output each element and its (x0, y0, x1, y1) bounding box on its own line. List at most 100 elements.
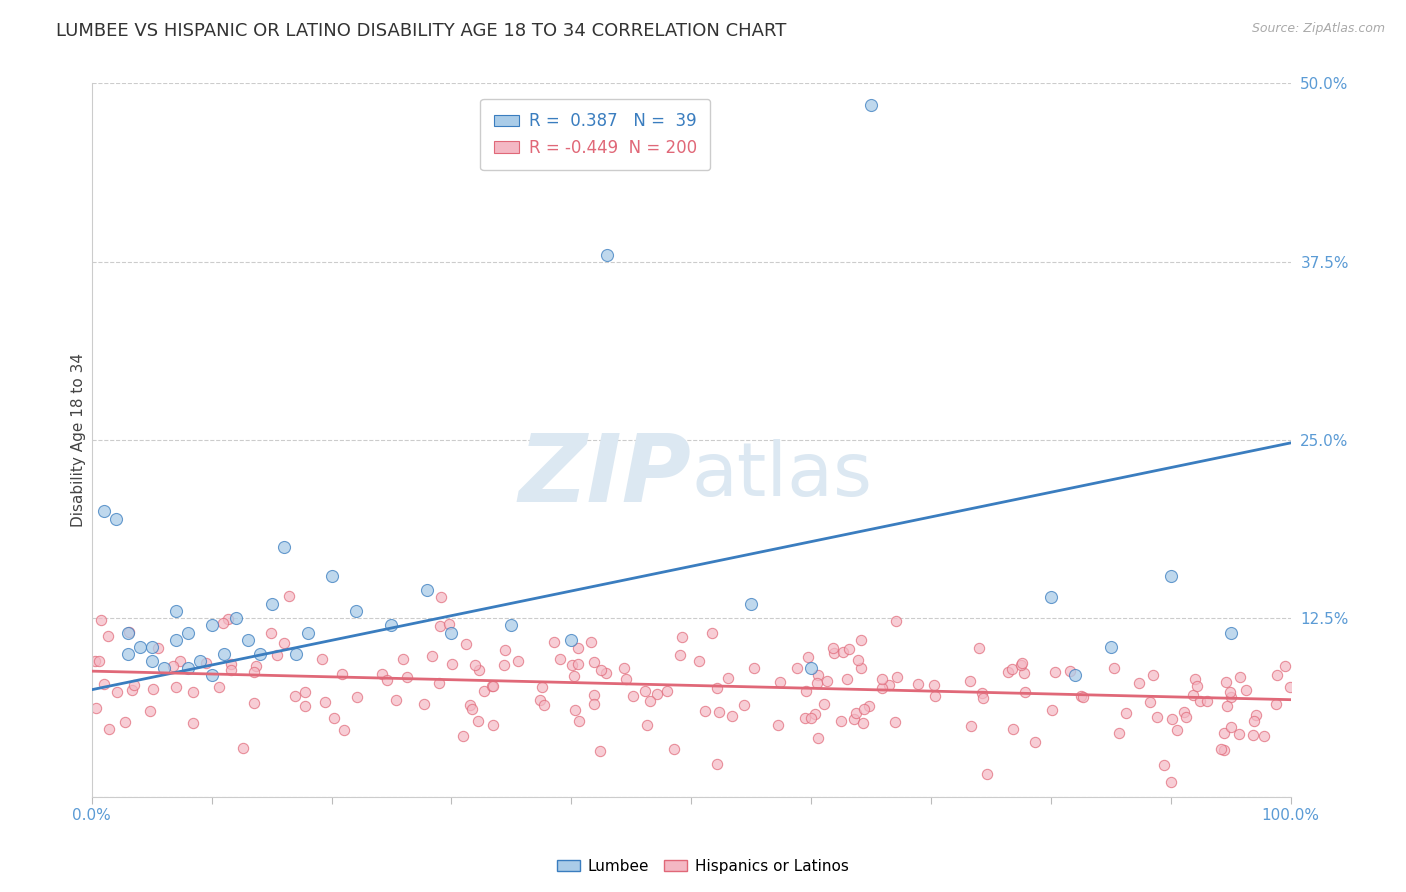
Point (1219, 685, 1241, 699)
Point (122, 677, 145, 691)
Point (236, 632, 259, 647)
Point (786, 661, 808, 675)
Point (657, 684, 679, 698)
Point (800, 711, 823, 725)
Point (219, 663, 242, 677)
Point (997, 665, 1019, 680)
Point (844, 712, 866, 726)
Point (217, 611, 239, 625)
Point (492, 657, 515, 672)
Point (1146, 710, 1168, 724)
Point (766, 718, 789, 732)
Point (1040, 703, 1063, 717)
Point (169, 654, 191, 668)
Point (568, 714, 591, 728)
Point (249, 647, 271, 661)
Point (1070, 689, 1092, 703)
Point (146, 640, 169, 655)
Point (138, 705, 160, 719)
Point (1160, 568, 1182, 582)
Point (128, 640, 150, 654)
Point (645, 687, 668, 701)
Point (579, 635, 602, 649)
Point (1244, 707, 1267, 722)
Point (1115, 706, 1137, 720)
Point (93, 677, 115, 691)
Point (90, 613, 112, 627)
Point (481, 679, 503, 693)
Point (84, 700, 107, 714)
Point (1108, 726, 1130, 740)
Point (1197, 694, 1219, 708)
Point (427, 676, 450, 690)
Point (219, 657, 242, 671)
Point (1173, 705, 1195, 719)
Text: atlas: atlas (692, 439, 872, 512)
Point (872, 681, 894, 696)
Point (567, 657, 589, 671)
Point (1185, 679, 1208, 693)
Point (613, 661, 636, 675)
Point (273, 540, 295, 554)
Point (1241, 728, 1264, 742)
Point (717, 671, 740, 685)
Point (311, 651, 333, 665)
Point (1102, 660, 1125, 674)
Point (621, 689, 644, 703)
Point (567, 640, 589, 655)
Point (595, 665, 617, 680)
Point (1234, 682, 1257, 697)
Point (195, 656, 218, 670)
Point (1253, 729, 1275, 743)
Point (260, 597, 283, 611)
Point (813, 697, 835, 711)
Point (284, 690, 307, 704)
Point (695, 705, 717, 719)
Point (297, 625, 319, 640)
Point (583, 655, 606, 669)
Point (152, 661, 174, 675)
Point (453, 730, 475, 744)
Point (243, 665, 266, 679)
Point (959, 719, 981, 733)
Point (201, 668, 224, 682)
Point (97, 630, 120, 644)
Point (105, 685, 128, 699)
Point (858, 699, 880, 714)
Point (333, 723, 356, 738)
Point (464, 658, 486, 673)
Point (460, 702, 482, 716)
Point (1278, 680, 1301, 694)
Point (706, 757, 728, 772)
Point (849, 633, 872, 648)
Point (1215, 674, 1237, 689)
Point (117, 625, 139, 640)
Point (181, 685, 204, 699)
Point (98, 723, 121, 737)
Point (482, 679, 505, 693)
Point (533, 698, 555, 713)
Point (835, 672, 858, 686)
Point (1153, 758, 1175, 772)
Point (1160, 775, 1182, 789)
Point (870, 672, 893, 686)
Point (212, 647, 235, 661)
Point (494, 643, 516, 657)
Point (1024, 735, 1046, 749)
Point (852, 702, 875, 716)
Point (589, 744, 612, 758)
Point (688, 654, 710, 668)
Point (564, 704, 586, 718)
Point (859, 98, 883, 112)
Y-axis label: Disability Age 18 to 34: Disability Age 18 to 34 (72, 353, 86, 527)
Point (959, 673, 981, 688)
Text: Source: ZipAtlas.com: Source: ZipAtlas.com (1251, 22, 1385, 36)
Point (1215, 699, 1237, 714)
Point (1160, 712, 1182, 726)
Point (141, 654, 163, 668)
Point (967, 641, 990, 656)
Point (1001, 722, 1024, 736)
Point (794, 711, 817, 725)
Text: LUMBEE VS HISPANIC OR LATINO DISABILITY AGE 18 TO 34 CORRELATION CHART: LUMBEE VS HISPANIC OR LATINO DISABILITY … (56, 22, 786, 40)
Point (380, 618, 402, 632)
